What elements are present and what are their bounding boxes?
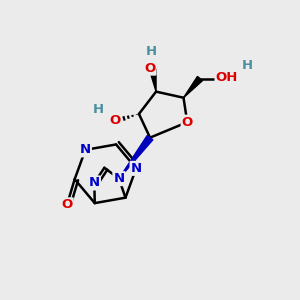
Text: O: O <box>182 116 193 129</box>
Text: N: N <box>89 176 100 190</box>
Text: N: N <box>130 162 142 175</box>
Polygon shape <box>119 136 153 178</box>
Text: N: N <box>80 143 91 156</box>
Text: H: H <box>93 103 104 116</box>
Text: O: O <box>110 114 121 127</box>
Polygon shape <box>184 76 202 98</box>
Text: N: N <box>113 172 124 185</box>
Polygon shape <box>149 69 156 92</box>
Text: OH: OH <box>215 70 238 84</box>
Text: H: H <box>242 59 253 72</box>
Text: H: H <box>146 45 157 58</box>
Text: O: O <box>61 198 73 211</box>
Text: O: O <box>144 61 155 75</box>
